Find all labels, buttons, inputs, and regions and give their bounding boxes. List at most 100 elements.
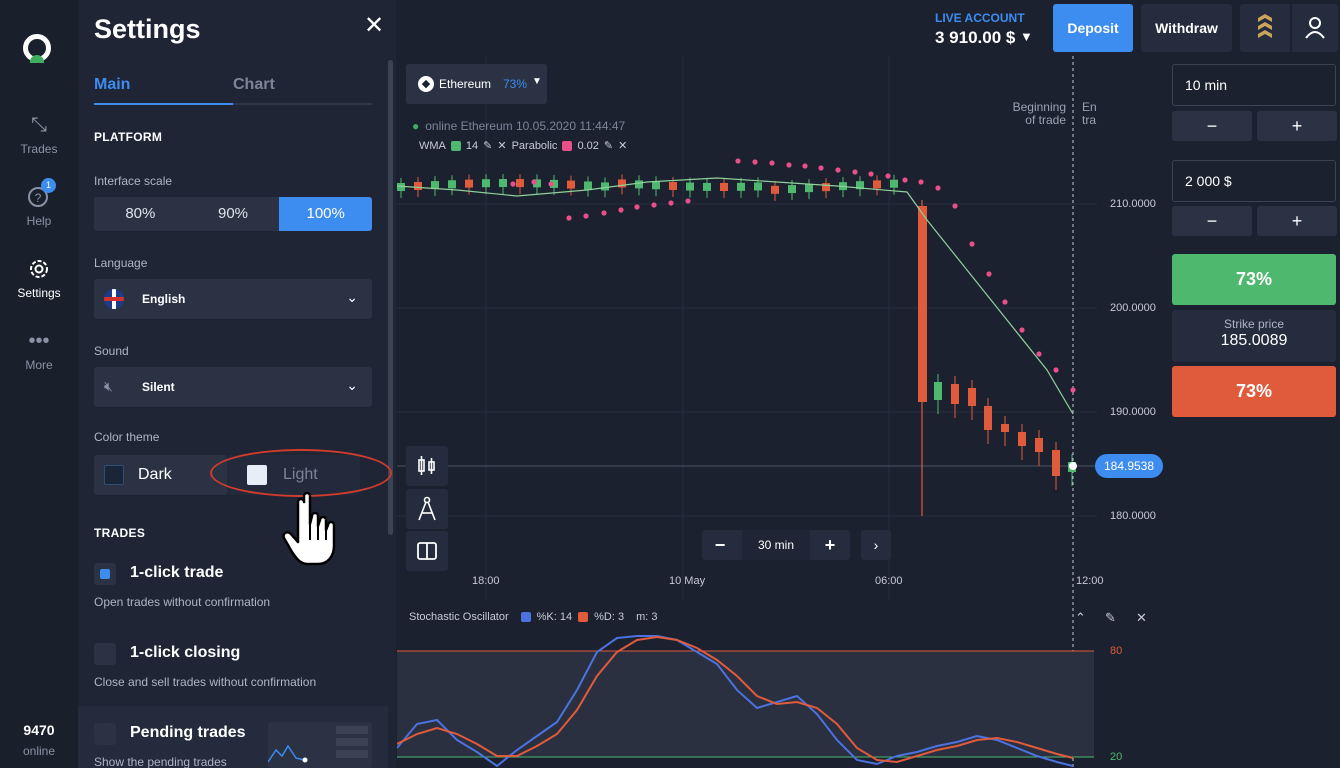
indicator-legend: WMA 14 ✎ ✕ Parabolic 0.02 ✎ ✕ [419, 139, 628, 153]
duration-stepper: − + [1172, 111, 1337, 141]
oscillator-name: Stochastic Oscillator [409, 611, 509, 623]
beginning-of-trade-label: Beginning of trade [988, 101, 1066, 127]
parabolic-dot [735, 158, 741, 164]
end-line-1: En [1082, 100, 1097, 114]
time-tick: 12:00 [1076, 575, 1104, 587]
scale-option-100[interactable]: 100% [279, 197, 373, 231]
parabolic-dot [668, 200, 674, 206]
amount-value: 2 000 $ [1185, 173, 1232, 189]
chevron-down-icon[interactable]: ▼ [1020, 29, 1033, 44]
nav-more[interactable]: ••• More [0, 328, 78, 372]
account-balance[interactable]: 3 910.00 $ [935, 28, 1016, 47]
candle-body [669, 182, 677, 191]
duration-field[interactable]: 10 min [1172, 64, 1336, 106]
tab-chart[interactable]: Chart [233, 76, 275, 93]
buy-up-button[interactable]: 73% [1172, 254, 1336, 305]
zoom-in-button[interactable]: + [824, 535, 836, 555]
wma-edit-icon[interactable]: ✎ [483, 140, 493, 152]
trades-icon: ⤡ [31, 114, 47, 136]
status-rank-button[interactable] [1240, 4, 1290, 52]
hand-pointer-icon [282, 491, 336, 566]
scale-option-90[interactable]: 90% [217, 205, 249, 222]
oscillator-edit-icon[interactable]: ✎ [1105, 610, 1116, 625]
sell-down-button[interactable]: 73% [1172, 366, 1336, 417]
oscillator-k: %K: 14 [536, 611, 573, 623]
one-click-trade-desc: Open trades without confirmation [94, 595, 271, 609]
parabolic-dot [885, 173, 891, 179]
logo[interactable] [23, 34, 51, 63]
asset-selector[interactable]: ◆ Ethereum 73% ▼ [406, 64, 547, 104]
candle-body [1001, 424, 1009, 432]
parabolic-dot [952, 203, 958, 209]
nav-trades[interactable]: ⤡ Trades [0, 112, 78, 156]
parabolic-dot [986, 271, 992, 277]
candle-body [482, 179, 490, 188]
candle-body [1035, 438, 1043, 452]
settings-scrollbar[interactable] [388, 60, 393, 535]
chevron-up-icon[interactable]: ⌃ [1075, 610, 1086, 625]
candles-icon [418, 456, 435, 475]
parabolic-dot [786, 162, 792, 168]
parabolic-edit-icon[interactable]: ✎ [603, 140, 614, 152]
left-nav: ⤡ Trades ? 1 Help Settings ••• More 9470… [0, 0, 78, 768]
settings-tabs: Main Chart [94, 74, 372, 105]
duration-minus-button[interactable]: − [1172, 111, 1252, 141]
price-chart [396, 56, 1097, 768]
price-tick: 210.0000 [1110, 198, 1156, 210]
parabolic-dot [583, 213, 589, 219]
deposit-button[interactable]: Deposit [1053, 4, 1133, 52]
zoom-out-button[interactable]: − [714, 535, 726, 555]
online-dot-icon: ● [412, 119, 420, 133]
dark-theme-thumb-icon [104, 465, 124, 485]
close-icon[interactable]: ✕ [363, 12, 385, 39]
asset-payout: 73% [503, 77, 528, 91]
chart-area [396, 0, 1164, 768]
scale-selector: 80% 90% 100% [94, 197, 373, 231]
withdraw-button[interactable]: Withdraw [1141, 4, 1232, 52]
scroll-right-button[interactable]: › [861, 530, 891, 560]
wma-remove-icon[interactable]: ✕ [497, 140, 507, 152]
oscillator-lower-level: 20 [1110, 751, 1123, 763]
one-click-closing-checkbox[interactable] [94, 643, 116, 665]
pending-trades-preview [268, 722, 372, 768]
amount-minus-button[interactable]: − [1172, 206, 1252, 236]
timeframe-value: 30 min [742, 530, 810, 560]
scale-option-80[interactable]: 80% [125, 205, 156, 222]
duration-plus-button[interactable]: + [1257, 111, 1337, 141]
help-icon: ? 1 [26, 178, 56, 210]
one-click-trade-title: 1-click trade [130, 564, 224, 581]
account-type[interactable]: LIVE ACCOUNT [935, 11, 1025, 25]
candle-body [533, 179, 541, 188]
parabolic-dot [1002, 299, 1008, 305]
chart-type-button[interactable] [406, 446, 448, 486]
candle-body [397, 183, 405, 191]
amount-plus-button[interactable]: + [1257, 206, 1337, 236]
sound-dropdown[interactable]: 🔇︎ Silent ⌄ [94, 367, 372, 407]
drawing-tools-button[interactable] [406, 489, 448, 529]
nav-settings[interactable]: Settings [0, 256, 78, 300]
nav-help[interactable]: ? 1 Help [0, 178, 78, 228]
parabolic-remove-icon[interactable]: ✕ [618, 140, 628, 152]
oscillator-upper-level: 80 [1110, 645, 1123, 657]
one-click-trade-checkbox[interactable] [94, 563, 116, 585]
oscillator-close-icon[interactable]: ✕ [1136, 610, 1147, 625]
parabolic-dot [1070, 387, 1076, 393]
chevron-down-icon: ⌄ [346, 377, 358, 393]
parabolic-dot [852, 169, 858, 175]
parabolic-dot [868, 171, 874, 177]
amount-field[interactable]: 2 000 $ [1172, 160, 1336, 202]
end-of-trade-label: En tra [1082, 101, 1097, 127]
duration-value: 10 min [1185, 77, 1228, 93]
candle-body [822, 183, 830, 192]
profile-button[interactable] [1292, 4, 1338, 52]
language-dropdown[interactable]: English ⌄ [94, 279, 372, 319]
tab-main[interactable]: Main [94, 76, 131, 93]
layout-button[interactable] [406, 531, 448, 571]
theme-dark-button[interactable]: Dark [94, 455, 227, 495]
candle-body [951, 384, 959, 404]
current-price-badge: 184.9538 [1095, 454, 1163, 478]
gear-icon [26, 256, 52, 282]
d-color-swatch [578, 612, 589, 622]
pending-trades-checkbox[interactable] [94, 723, 116, 745]
